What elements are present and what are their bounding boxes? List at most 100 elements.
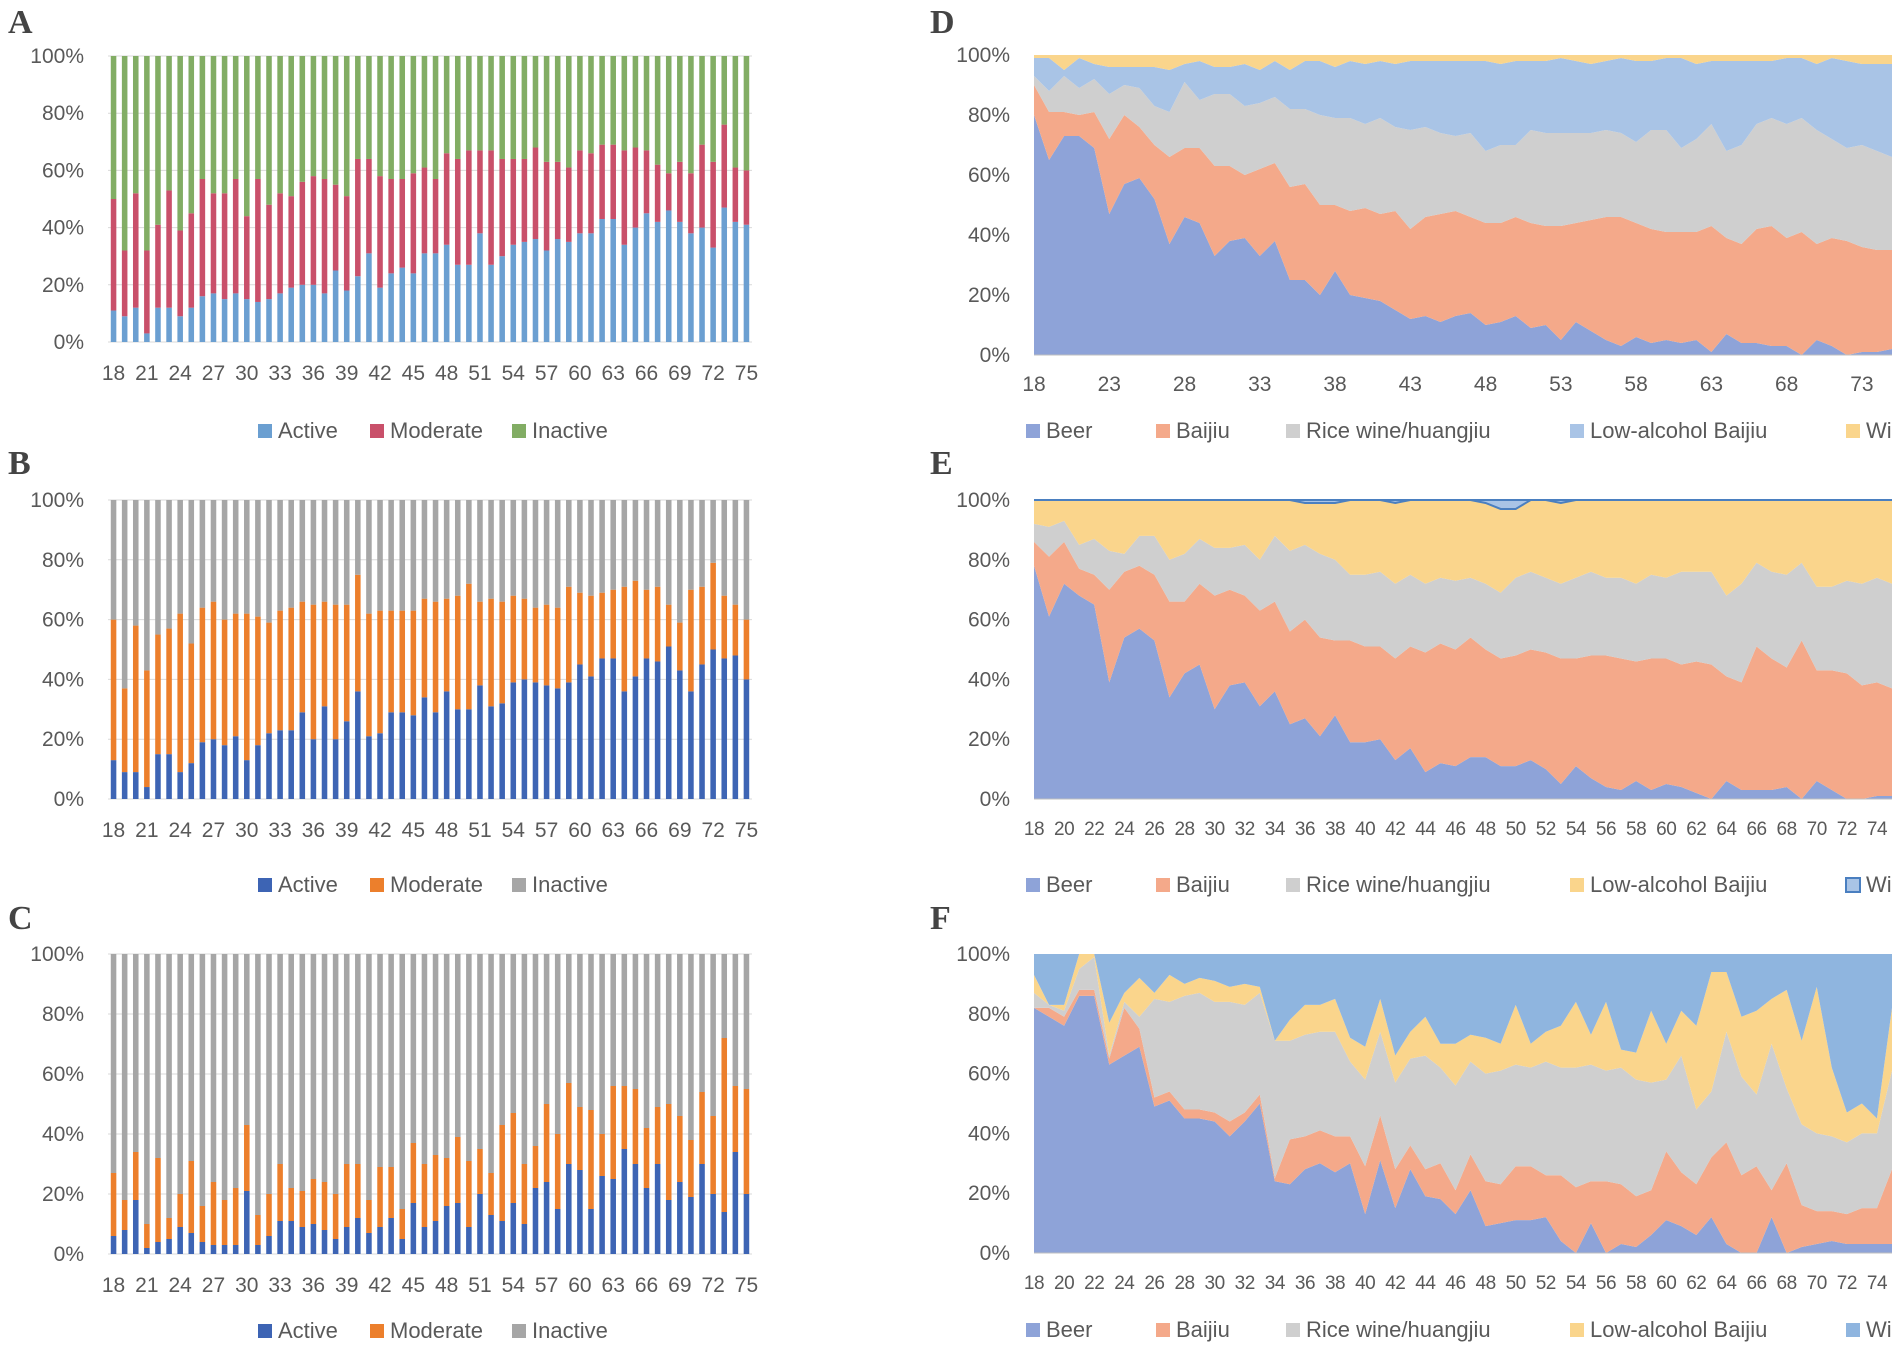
bar-active-41: [366, 736, 372, 799]
area-baijiu: [1034, 989, 1892, 1253]
x-tick-label: 68: [1775, 373, 1798, 396]
bar-inactive-25: [188, 56, 195, 214]
bar-active-33: [277, 293, 283, 342]
x-tick-label: 32: [1235, 1273, 1255, 1294]
legend-label: Active: [278, 1318, 338, 1343]
bar-moderate-75: [743, 1089, 750, 1194]
bar-inactive-35: [299, 500, 306, 602]
x-tick-label: 74: [1867, 819, 1888, 840]
x-tick-label: 50: [1506, 819, 1526, 840]
bar-active-50: [466, 709, 472, 799]
bar-active-68: [665, 1200, 672, 1254]
bar-inactive-70: [688, 56, 694, 174]
x-tick-label: 30: [1205, 819, 1225, 840]
bar-moderate-30: [244, 1125, 250, 1191]
bar-moderate-69: [677, 1116, 683, 1182]
bar-moderate-37: [321, 178, 328, 294]
y-tick-label: 20%: [42, 274, 84, 297]
bar-active-24: [177, 772, 183, 799]
bar-active-33: [277, 1221, 283, 1254]
bar-active-69: [677, 1182, 683, 1254]
bar-active-74: [732, 655, 739, 799]
x-tick-label: 40: [1355, 1273, 1375, 1294]
bar-moderate-29: [232, 178, 239, 294]
bar-moderate-28: [221, 193, 228, 300]
bar-inactive-52: [488, 954, 494, 1173]
bar-moderate-35: [299, 1191, 306, 1227]
bar-inactive-62: [599, 56, 605, 145]
bar-active-74: [732, 221, 739, 342]
chart-panel-F: F 0% 20% 40% 60% 80% 100% 18 20 22 24 26 28 30 32 34 36 3…: [930, 900, 1892, 1354]
bar-inactive-59: [566, 56, 572, 168]
bar-moderate-19: [121, 688, 128, 773]
bar-inactive-58: [554, 56, 561, 162]
bar-moderate-50: [466, 150, 472, 265]
bar-active-43: [388, 1218, 394, 1254]
y-tick-label: 0%: [980, 1242, 1010, 1265]
bar-active-75: [743, 1194, 750, 1254]
bar-active-73: [721, 658, 728, 799]
bar-active-60: [577, 1170, 583, 1254]
x-tick-label: 22: [1084, 1273, 1104, 1294]
bar-moderate-33: [277, 193, 283, 294]
x-tick-label: 69: [668, 362, 691, 385]
bar-active-20: [132, 307, 139, 342]
bar-moderate-62: [599, 1134, 605, 1176]
bar-inactive-41: [366, 500, 372, 614]
bar-active-61: [588, 676, 594, 799]
bar-inactive-56: [532, 56, 539, 148]
bar-inactive-58: [554, 954, 561, 1134]
x-tick-label: 69: [668, 1274, 691, 1297]
bar-active-41: [366, 253, 372, 342]
bar-inactive-32: [266, 500, 272, 623]
x-tick-label: 60: [1656, 1273, 1676, 1294]
bar-inactive-24: [177, 954, 183, 1194]
bar-inactive-61: [588, 500, 594, 596]
bar-active-68: [665, 210, 672, 342]
bar-inactive-38: [332, 500, 339, 605]
bar-inactive-36: [310, 500, 317, 605]
bar-inactive-38: [332, 954, 339, 1194]
x-tick-label: 63: [602, 1274, 625, 1297]
bar-active-59: [566, 682, 572, 799]
bar-inactive-39: [343, 954, 350, 1164]
legend-swatch: [1570, 424, 1584, 438]
x-tick-label: 34: [1265, 1273, 1286, 1294]
x-tick-label: 66: [1746, 819, 1766, 840]
bar-inactive-42: [377, 56, 383, 177]
bar-moderate-74: [732, 1086, 739, 1152]
bar-inactive-22: [155, 500, 161, 635]
bar-active-60: [577, 233, 583, 342]
y-tick-label: 40%: [968, 224, 1010, 247]
bar-inactive-73: [721, 500, 728, 596]
x-tick-label: 22: [1084, 819, 1104, 840]
bar-inactive-63: [610, 56, 616, 145]
bar-moderate-49: [454, 1137, 461, 1203]
bar-inactive-67: [654, 500, 661, 587]
bar-moderate-57: [543, 604, 550, 686]
bar-inactive-48: [443, 954, 450, 1158]
bar-active-54: [510, 1203, 517, 1254]
bar-active-53: [499, 703, 505, 799]
x-tick-label: 48: [1474, 373, 1497, 396]
bar-active-25: [188, 1233, 195, 1254]
bar-active-19: [121, 772, 128, 799]
bar-moderate-46: [421, 598, 428, 698]
x-tick-label: 58: [1626, 819, 1646, 840]
legend-label: Inactive: [532, 418, 608, 443]
bar-moderate-34: [288, 1188, 294, 1221]
bar-moderate-53: [499, 1125, 505, 1221]
bar-active-45: [410, 715, 417, 799]
bar-active-63: [610, 1179, 616, 1254]
x-tick-label: 38: [1325, 1273, 1345, 1294]
bar-inactive-57: [543, 500, 550, 605]
bar-inactive-21: [144, 954, 150, 1224]
bar-moderate-36: [310, 1179, 317, 1224]
bar-inactive-35: [299, 954, 306, 1191]
x-tick-label: 21: [135, 362, 158, 385]
bar-inactive-39: [343, 500, 350, 605]
bar-active-42: [377, 287, 383, 342]
y-tick-label: 20%: [42, 1183, 84, 1206]
bar-moderate-69: [677, 622, 683, 671]
bar-moderate-23: [166, 1218, 172, 1239]
